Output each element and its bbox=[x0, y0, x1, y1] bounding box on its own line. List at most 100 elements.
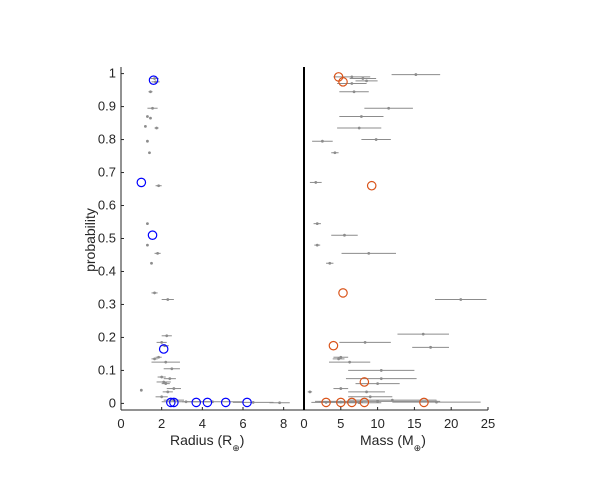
mass-x-tick-label: 10 bbox=[370, 416, 384, 431]
mass-data-point bbox=[345, 377, 417, 381]
radius-data-point bbox=[151, 291, 158, 295]
mass-x-tick-label: 15 bbox=[407, 416, 421, 431]
radius-data-point bbox=[151, 360, 180, 364]
radius-point-marker bbox=[153, 357, 156, 361]
y-tick-label: 0.7 bbox=[98, 165, 116, 180]
y-tick-label: 0.2 bbox=[98, 329, 116, 344]
radius-data-point bbox=[147, 106, 158, 110]
radius-x-tick-label: 4 bbox=[199, 416, 206, 431]
mass-x-label: Mass (M⊕) bbox=[360, 432, 426, 453]
radius-x-label-text: Radius (R⊕) bbox=[170, 432, 244, 453]
radius-data-point bbox=[156, 340, 167, 344]
mass-point-marker bbox=[365, 79, 368, 83]
mass-point-marker bbox=[350, 75, 354, 79]
radius-data-point bbox=[155, 355, 162, 359]
radius-x-label-close: ) bbox=[240, 432, 245, 448]
mass-point-marker bbox=[308, 390, 312, 394]
radius-data-point bbox=[146, 115, 149, 118]
radius-point-marker bbox=[164, 382, 168, 386]
mass-point-marker bbox=[376, 400, 379, 403]
y-tick-label: 0.3 bbox=[98, 296, 116, 311]
radius-data-point bbox=[155, 184, 162, 188]
mass-data-point bbox=[337, 126, 382, 130]
mass-point-marker bbox=[361, 77, 365, 80]
radius-point-marker bbox=[146, 222, 149, 226]
radius-point-marker bbox=[139, 388, 143, 392]
mass-highlight-marker bbox=[359, 377, 370, 387]
mass-data-point bbox=[329, 360, 371, 364]
mass-data-point bbox=[331, 151, 339, 155]
mass-point-marker bbox=[343, 233, 346, 237]
radius-data-point bbox=[148, 90, 153, 94]
radius-data-point bbox=[161, 334, 172, 338]
radius-point-marker bbox=[172, 387, 176, 390]
y-tick-label: 0.8 bbox=[98, 132, 116, 147]
mass-point-marker bbox=[421, 332, 425, 336]
mass-data-point bbox=[337, 82, 367, 85]
radius-data-point bbox=[232, 401, 274, 404]
radius-point-marker bbox=[155, 126, 158, 130]
mass-point-marker bbox=[339, 387, 343, 390]
mass-data-point bbox=[339, 90, 369, 94]
mass-data-point bbox=[307, 390, 313, 394]
radius-x-label: Radius (R⊕) bbox=[170, 432, 244, 453]
radius-x-tick-label: 8 bbox=[280, 416, 287, 431]
radius-panel: 0 0.1 0.2 0.3 0.4 0.5 0.6 0.7 0.8 0.9 1 0 2 4 6 8 bbox=[98, 66, 304, 431]
radius-highlight-marker bbox=[169, 397, 179, 408]
mass-data-point bbox=[339, 340, 391, 344]
radius-point-marker bbox=[156, 251, 160, 255]
radius-highlight-marker bbox=[148, 75, 159, 85]
mass-data-point bbox=[361, 138, 391, 141]
mass-x-label-subscript: ⊕ bbox=[414, 443, 422, 453]
mass-point-marker bbox=[429, 345, 432, 349]
mass-point-marker bbox=[357, 126, 361, 130]
mass-x-label-main: Mass (M bbox=[360, 432, 414, 448]
radius-data-point bbox=[144, 124, 147, 128]
mass-panel: 0 5 10 15 20 25 bbox=[300, 72, 495, 431]
radius-data-point bbox=[150, 261, 153, 265]
y-axis-label: probability bbox=[82, 208, 98, 272]
mass-data-point bbox=[311, 401, 341, 404]
mass-data-point bbox=[348, 390, 385, 394]
radius-point-marker bbox=[149, 116, 152, 120]
radius-highlight-marker bbox=[136, 177, 147, 188]
radius-point-marker bbox=[166, 390, 170, 394]
mass-point-marker bbox=[363, 340, 367, 344]
radius-point-marker bbox=[166, 298, 170, 301]
mass-highlight-marker bbox=[335, 397, 346, 408]
mass-point-marker bbox=[333, 151, 337, 155]
mass-point-marker bbox=[414, 73, 418, 76]
mass-x-tick-label: 25 bbox=[481, 416, 495, 431]
radius-highlight-marker bbox=[147, 230, 158, 241]
mass-highlight-marker bbox=[321, 397, 331, 408]
mass-data-point bbox=[391, 73, 441, 76]
mass-point-marker bbox=[435, 400, 438, 404]
radius-point-marker bbox=[160, 340, 164, 344]
mass-data-point bbox=[412, 345, 449, 349]
mass-highlight-marker bbox=[359, 397, 370, 408]
mass-point-marker bbox=[314, 181, 318, 184]
y-tick-label: 0.5 bbox=[98, 231, 116, 246]
radius-data-point bbox=[156, 380, 171, 384]
y-tick-label: 1 bbox=[109, 66, 116, 81]
mass-data-point bbox=[313, 222, 321, 226]
radius-highlight-marker bbox=[158, 344, 169, 354]
y-tick-label: 0.9 bbox=[98, 99, 116, 114]
radius-data-point bbox=[146, 139, 149, 143]
mass-point-marker bbox=[348, 360, 352, 364]
mass-x-ticks: 0 5 10 15 20 25 bbox=[300, 407, 495, 431]
radius-point-marker bbox=[151, 106, 154, 110]
mass-x-label-close: ) bbox=[421, 432, 426, 448]
mass-highlight-marker bbox=[338, 288, 348, 298]
y-tick-label: 0.6 bbox=[98, 198, 116, 213]
mass-data-point bbox=[333, 355, 349, 359]
radius-data-point bbox=[146, 243, 149, 247]
mass-data-point bbox=[333, 75, 371, 79]
radius-point-marker bbox=[148, 151, 151, 155]
mass-x-tick-label: 20 bbox=[444, 416, 458, 431]
radius-point-marker bbox=[168, 377, 172, 381]
mass-data-point bbox=[348, 395, 393, 399]
y-tick-label: 0.1 bbox=[98, 362, 116, 377]
mass-highlight-marker bbox=[366, 180, 377, 191]
